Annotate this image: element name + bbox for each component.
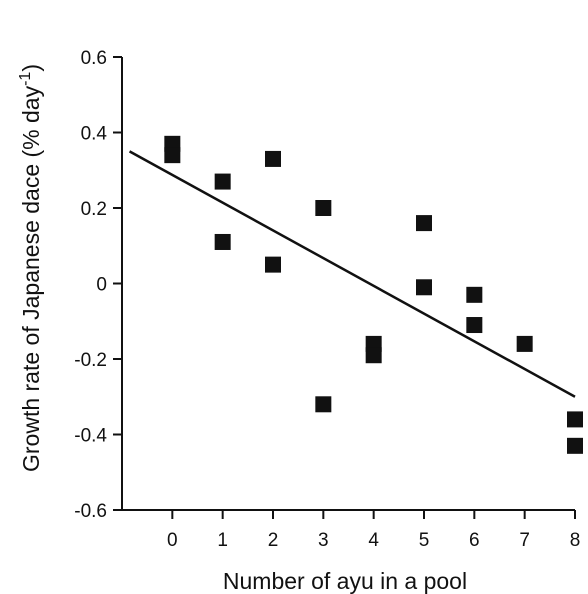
data-point [315,396,332,413]
data-point [516,335,533,352]
x-tick-label: 6 [469,530,480,551]
data-points [164,135,583,454]
x-tick-label: 7 [519,530,530,551]
data-point [164,147,181,164]
y-tick-label: 0 [96,275,107,296]
y-axis-title-main: Growth rate of Japanese dace (% day [18,85,44,472]
x-tick-label: 8 [570,530,581,551]
y-tick-label: -0.2 [74,350,107,371]
data-point [416,215,432,232]
data-point [265,256,281,273]
y-ticks: -0.6 -0.4 -0.2 0 0.2 0.4 0.6 [74,48,122,522]
y-tick-label: -0.6 [74,501,107,522]
data-point [567,437,583,454]
data-point [416,279,432,296]
x-tick-label: 3 [318,530,329,551]
data-point [365,347,382,364]
x-ticks: 0 1 2 3 4 5 6 7 8 [167,510,580,551]
axes [121,57,575,511]
y-tick-label: 0.2 [81,199,107,220]
x-axis-title: Number of ayu in a pool [223,568,467,594]
y-axis-title-close: ) [18,64,44,72]
data-point [265,150,281,167]
y-axis-title-superscript: -1 [17,72,34,86]
x-tick-label: 5 [419,530,430,551]
data-point [567,411,583,428]
data-point [315,200,332,216]
x-tick-label: 1 [217,530,228,551]
y-tick-label: -0.4 [74,426,107,447]
x-tick-label: 4 [368,530,379,551]
data-point [214,173,231,190]
data-point [214,233,231,250]
regression-line [128,150,576,398]
x-tick-label: 0 [167,530,178,551]
data-point [466,317,483,334]
y-tick-label: 0.6 [81,48,107,69]
y-axis-title: Growth rate of Japanese dace (% day-1) [17,64,44,472]
data-point [466,286,483,303]
x-tick-label: 2 [268,530,279,551]
y-tick-label: 0.4 [81,124,108,145]
